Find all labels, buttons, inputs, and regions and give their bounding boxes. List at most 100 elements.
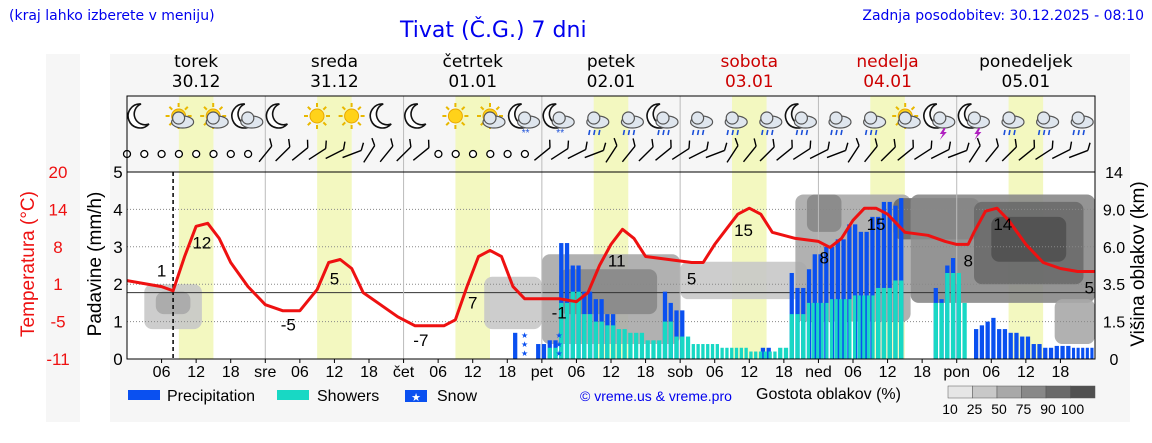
cloud-rain-icon — [689, 111, 714, 136]
wind-feather — [269, 138, 273, 147]
showers-bar — [710, 344, 715, 359]
x-tick-label: 18 — [222, 364, 240, 381]
raindrop — [622, 129, 626, 136]
wind-barb — [325, 141, 346, 160]
wind-shaft — [567, 148, 587, 160]
wind-feather — [995, 138, 999, 147]
raindrop — [662, 129, 665, 136]
moon-storm-icon — [923, 103, 956, 140]
sun-icon — [338, 103, 365, 129]
x-tick-label: 18 — [498, 364, 516, 381]
day-name: četrtek — [442, 52, 503, 72]
showers-bar — [820, 302, 824, 359]
cloud-height-tick: 0 — [1110, 352, 1119, 369]
temperature-label: 14 — [993, 215, 1012, 234]
raindrop — [726, 129, 729, 136]
sun-ray — [184, 106, 189, 111]
wind-feather — [371, 137, 376, 146]
wind-feather — [602, 142, 607, 151]
x-tick-label: 06 — [291, 364, 309, 381]
precipitation-bar — [1020, 336, 1025, 359]
wind-shaft — [1035, 147, 1053, 161]
cloud-legend-swatch — [996, 385, 1022, 399]
wind-barb — [275, 138, 291, 162]
page-title: Tivat (Č.G.) 7 dni — [400, 18, 587, 43]
x-tick-label: 06 — [429, 364, 447, 381]
raindrop — [761, 129, 764, 136]
credit-link[interactable]: © vreme.us & vreme.pro — [580, 388, 732, 404]
precipitation-bar — [991, 317, 996, 359]
precipitation-bar — [870, 216, 875, 359]
wind-feather — [585, 141, 588, 150]
precipitation-bar — [1002, 329, 1008, 359]
showers-bar — [576, 291, 581, 359]
wind-feather — [360, 142, 365, 151]
legend-snow-swatch — [405, 390, 427, 402]
wind-shaft — [947, 149, 967, 159]
showers-bar — [634, 332, 639, 359]
precipitation-bar — [1085, 347, 1089, 359]
day-header: sreda 31.12 — [279, 52, 389, 92]
wind-barb — [968, 137, 981, 163]
cloud-puff — [725, 111, 739, 125]
sun-ray — [495, 106, 500, 111]
day-date: 05.01 — [1001, 72, 1051, 92]
cloud-height-tick: 14 — [1105, 165, 1123, 182]
moon-icon — [127, 103, 150, 129]
wind-feather — [613, 137, 618, 146]
raindrop — [1037, 129, 1041, 136]
wind-shaft — [291, 147, 309, 161]
snow-marker: ★ — [556, 340, 563, 349]
wind-barb — [759, 138, 775, 162]
precipitation-bar — [1043, 347, 1048, 359]
x-tick-label: 18 — [637, 364, 655, 381]
cloud-height-tick: 3.5 — [1103, 277, 1125, 294]
day-name: petek — [586, 52, 636, 72]
temperature-label: 5 — [1085, 279, 1094, 298]
day-header-row: torek 30.12 sreda 31.12 četrtek 01.01 petek 02.… — [0, 52, 1152, 96]
raindrop — [696, 129, 700, 136]
day-date: 04.01 — [863, 72, 912, 92]
precipitation-tick: 1 — [113, 313, 122, 332]
cloud-height-tick: 9.0 — [1103, 202, 1125, 219]
wind-shaft — [363, 145, 376, 163]
wind-barb — [688, 141, 709, 160]
raindrop — [1077, 129, 1080, 136]
sun-ray — [341, 121, 346, 126]
x-tick-label: ned — [805, 364, 832, 381]
showers-bar — [899, 280, 904, 359]
wind-feather — [734, 137, 739, 146]
hint-text[interactable]: (kraj lahko izberete v meniju) — [9, 8, 215, 24]
weather-icons-row: ** ** — [127, 103, 1094, 140]
showers-bar — [559, 302, 564, 359]
cloud-rain-icon — [724, 111, 748, 136]
x-tick-label: sob — [667, 364, 693, 381]
raindrop — [864, 129, 868, 136]
showers-bar — [789, 314, 794, 359]
wind-feather — [706, 141, 709, 150]
wind-shaft — [759, 146, 775, 162]
showers-bar — [553, 347, 558, 359]
precipitation-bar — [1071, 347, 1076, 359]
showers-bar — [662, 321, 668, 359]
cloud-rain-icon — [1001, 111, 1025, 136]
wind-barb — [880, 138, 896, 162]
wind-barb — [776, 139, 793, 161]
raindrop — [1072, 129, 1075, 136]
day-name: sobota — [720, 52, 779, 72]
precipitation-tick: 2 — [113, 275, 122, 294]
showers-bar — [593, 321, 598, 359]
wind-feather — [966, 142, 970, 151]
wind-shaft — [412, 147, 430, 161]
raindrop — [632, 129, 636, 136]
wind-barb — [379, 138, 394, 163]
x-tick-label: 06 — [982, 364, 1000, 381]
sun-ray — [203, 106, 208, 111]
precipitation-bar — [858, 231, 864, 359]
cloud-density-region — [806, 194, 842, 232]
wind-barb — [792, 140, 812, 161]
showers-bar — [616, 329, 622, 359]
x-tick-label: 12 — [879, 364, 897, 381]
wind-barb — [412, 139, 430, 161]
precipitation-bar — [674, 310, 679, 359]
